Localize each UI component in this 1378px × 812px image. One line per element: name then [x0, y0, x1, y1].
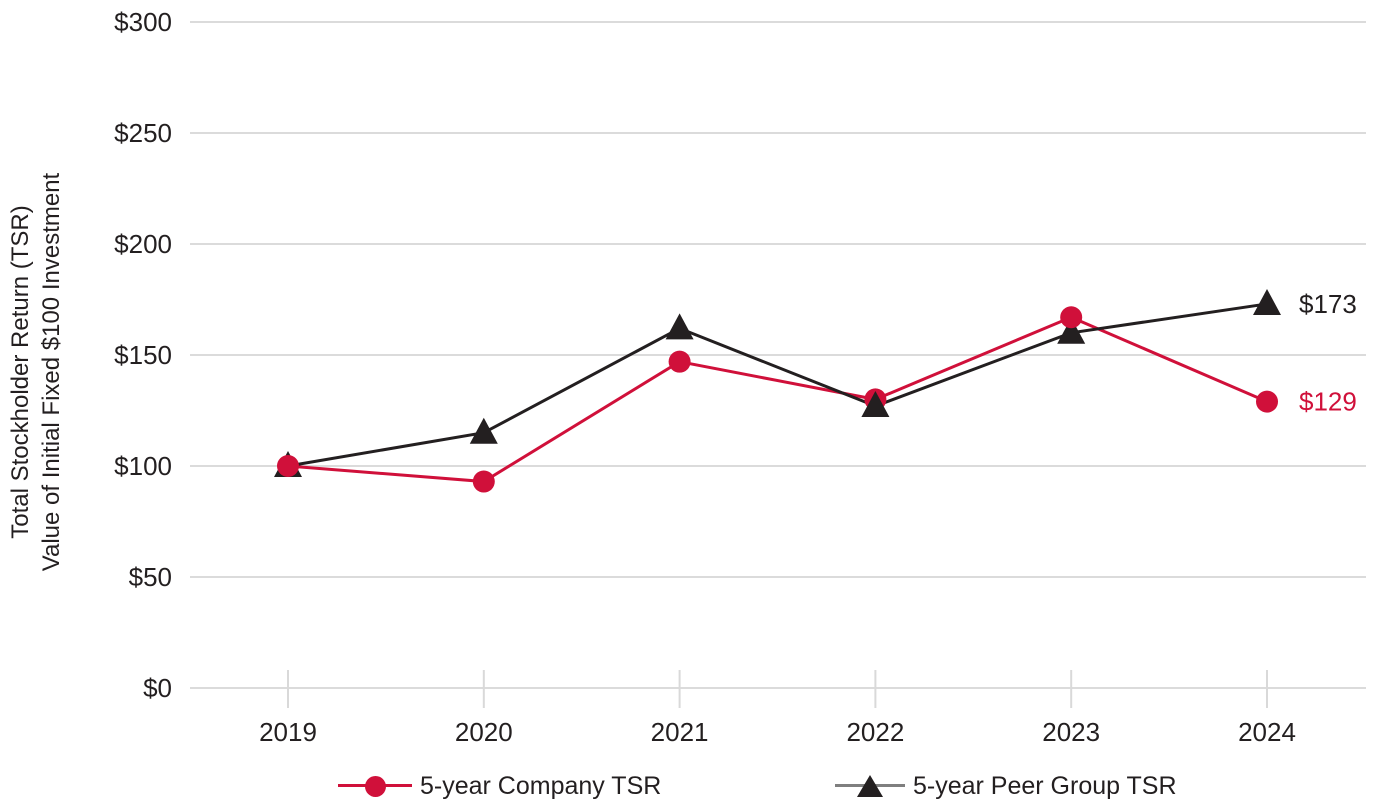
y-tick-label: $100 [114, 451, 172, 481]
company-data-point-marker [668, 350, 691, 373]
y-tick-label: $200 [114, 229, 172, 259]
company-end-value-label: $129 [1299, 387, 1357, 417]
company-data-point-marker [277, 455, 299, 477]
company-tsr-line [287, 315, 1268, 484]
x-tick-label: 2020 [455, 717, 513, 747]
peer-tsr-line [287, 302, 1268, 468]
company-legend-label: 5-year Company TSR [420, 771, 662, 800]
x-tick-label: 2024 [1238, 717, 1296, 747]
y-axis-title-line-2: Value of Initial Fixed $100 Investment [38, 172, 65, 572]
peer-legend-marker [835, 770, 905, 802]
x-tick-label: 2023 [1042, 717, 1100, 747]
peer-data-point-marker [861, 391, 890, 418]
y-tick-label: $300 [114, 7, 172, 37]
company-data-point-marker [1256, 390, 1278, 413]
peer-end-value-label: $173 [1299, 289, 1357, 319]
peer-legend-label: 5-year Peer Group TSR [913, 771, 1177, 800]
y-tick-label: $0 [143, 673, 172, 703]
peer-data-point-marker [469, 417, 498, 444]
y-tick-label: $250 [114, 118, 172, 148]
company-legend-marker [338, 770, 412, 802]
legend-item-company-tsr: 5-year Company TSR [338, 770, 661, 802]
legend-item-peer-group-tsr: 5-year Peer Group TSR [835, 770, 1177, 802]
x-tick-label: 2019 [259, 717, 317, 747]
x-tick-label: 2021 [651, 717, 709, 747]
peer-triangle-icon [857, 775, 883, 797]
y-axis-title-line-1: Total Stockholder Return (TSR) [7, 205, 34, 539]
y-tick-label: $50 [129, 562, 172, 592]
peer-data-point-marker [1253, 288, 1281, 315]
company-data-point-marker [472, 470, 495, 493]
peer-data-point-marker [1057, 317, 1086, 344]
company-data-point-marker [1060, 306, 1083, 329]
company-circle-icon [364, 775, 386, 797]
peer-data-point-marker [665, 313, 694, 340]
x-tick-label: 2022 [846, 717, 904, 747]
y-tick-label: $150 [114, 340, 172, 370]
